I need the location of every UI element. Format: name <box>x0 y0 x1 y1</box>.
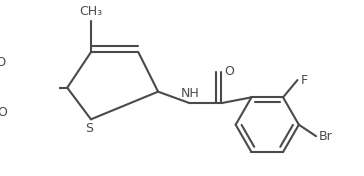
Text: HO: HO <box>0 56 7 69</box>
Text: NH: NH <box>180 87 199 100</box>
Text: O: O <box>0 106 7 119</box>
Text: O: O <box>224 65 234 78</box>
Text: CH₃: CH₃ <box>79 5 103 18</box>
Text: S: S <box>86 122 94 135</box>
Text: F: F <box>300 74 308 87</box>
Text: Br: Br <box>319 130 333 143</box>
